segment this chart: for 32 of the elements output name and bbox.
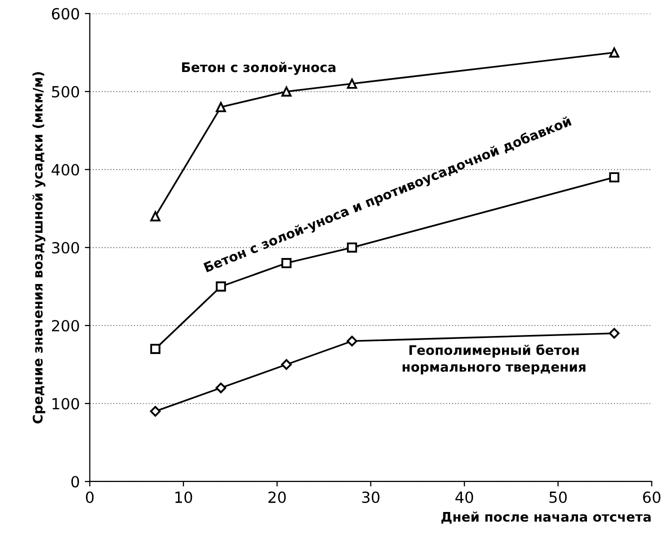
point xyxy=(609,47,620,58)
x-tick-label: 50 xyxy=(550,491,567,504)
point xyxy=(608,328,620,339)
point xyxy=(609,172,620,182)
point xyxy=(150,344,160,354)
point xyxy=(150,406,161,417)
y-tick-label: 400 xyxy=(52,164,80,176)
x-tick-label: 0 xyxy=(86,491,94,504)
x-axis-title: Дней после начала отсчета xyxy=(441,511,651,524)
y-tick-label: 300 xyxy=(52,242,80,254)
y-tick-label: 100 xyxy=(52,398,80,410)
y-tick-label: 500 xyxy=(52,86,80,98)
point xyxy=(346,78,358,89)
y-tick-label: 200 xyxy=(52,320,80,332)
point xyxy=(150,211,160,222)
point xyxy=(216,102,226,112)
point xyxy=(281,258,292,268)
x-tick-label: 20 xyxy=(268,491,286,504)
y-axis-title: Средние значения воздушной усадки (мкм/м) xyxy=(32,72,46,424)
x-tick-label: 40 xyxy=(455,491,474,504)
series-label: Геополимерный бетон нормального твердения xyxy=(402,344,586,374)
x-tick-label: 60 xyxy=(643,491,660,504)
y-tick-label: 0 xyxy=(71,476,80,488)
x-tick-label: 10 xyxy=(175,491,192,504)
x-tick-label: 30 xyxy=(362,491,380,504)
point xyxy=(346,336,358,346)
point xyxy=(216,281,226,292)
point xyxy=(216,382,226,394)
point xyxy=(281,86,292,97)
series-label: Бетон с золой-уноса xyxy=(182,62,336,75)
y-tick-label: 600 xyxy=(52,8,80,20)
point xyxy=(281,359,292,370)
